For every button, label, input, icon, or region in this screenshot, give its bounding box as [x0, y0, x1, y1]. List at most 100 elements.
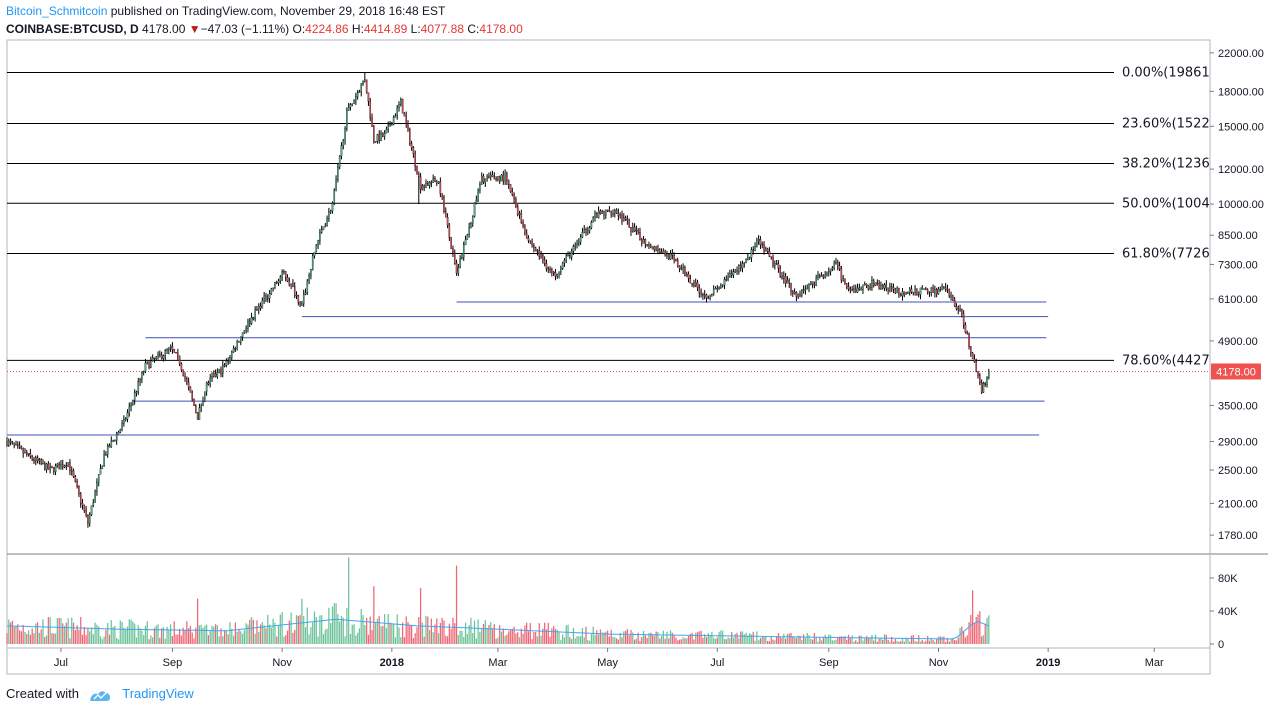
volume-bar [209, 630, 211, 644]
candle [254, 306, 256, 322]
candle [905, 291, 907, 295]
candle [214, 369, 217, 378]
volume-bar [932, 640, 934, 644]
candle-body [930, 287, 933, 293]
candle-body [666, 253, 668, 256]
candle [844, 278, 846, 285]
tradingview-logo-icon [89, 690, 110, 701]
volume-bar [723, 638, 726, 644]
tradingview-link[interactable]: TradingView [122, 686, 194, 701]
volume-bar [709, 635, 711, 644]
candle [705, 293, 708, 303]
candle [899, 292, 902, 297]
candle-body [133, 392, 136, 401]
volume-bar [657, 632, 659, 644]
volume-bar [398, 627, 400, 644]
candle-body [802, 289, 805, 291]
candle-body [925, 288, 927, 290]
candle-body [511, 191, 514, 195]
candle-body [114, 439, 116, 442]
volume-bar [137, 625, 139, 644]
volume-bar [42, 619, 44, 644]
fib-label: 38.20%(1236 [1122, 156, 1210, 171]
volume-bar [619, 632, 621, 644]
volume-bar [11, 620, 14, 644]
candle-body [944, 287, 947, 290]
candle-body [682, 267, 684, 270]
candle [712, 285, 715, 296]
candle-body [892, 287, 895, 290]
volume-bar [177, 634, 179, 644]
author-link[interactable]: Bitcoin_Schmitcoin [6, 4, 108, 18]
candle [60, 460, 62, 470]
volume-bar [418, 617, 420, 644]
candle [822, 274, 825, 280]
candle [20, 445, 23, 450]
candle [988, 368, 990, 380]
candle-body [815, 277, 817, 286]
volume-bar [259, 624, 262, 644]
volume-bar [693, 639, 695, 644]
candle [727, 272, 729, 282]
price-axis[interactable]: 1780.002100.002500.002900.003500.004900.… [1210, 48, 1264, 542]
candle-body [881, 285, 884, 289]
candle [247, 318, 249, 333]
candle-body [374, 141, 377, 143]
volume-bar [400, 637, 402, 644]
candle [248, 318, 251, 328]
time-axis[interactable]: Jul Sep Nov 2018 Mar May Jul Sep Nov 2019 Mar [54, 648, 1164, 669]
created-with-text: Created with [6, 686, 79, 701]
candle [407, 120, 409, 132]
candle [187, 377, 190, 391]
candle [17, 441, 19, 449]
candle-body [329, 210, 332, 213]
candle [457, 263, 460, 277]
candle [33, 456, 35, 465]
candle-body [495, 178, 497, 180]
candle [103, 449, 105, 467]
candle-body [973, 358, 976, 363]
current-price-tag: 4178.00 [1211, 363, 1261, 380]
candle-body [820, 275, 823, 277]
candle [939, 286, 942, 292]
volume-bar [806, 632, 808, 644]
candle-body [261, 300, 264, 309]
candle-body [146, 361, 149, 364]
candle [121, 419, 123, 432]
candle [178, 355, 181, 367]
candle-body [97, 474, 100, 483]
volume-bar [430, 618, 433, 644]
volume-bar [60, 618, 62, 644]
candle-body [761, 243, 764, 246]
candle-body [939, 289, 942, 291]
candle-body [76, 481, 78, 487]
candle [87, 514, 89, 528]
volume-bar [844, 635, 846, 644]
candle-body [164, 350, 167, 356]
candle [270, 287, 273, 295]
candle [538, 246, 541, 260]
candle-body [459, 258, 461, 268]
candle-body [730, 273, 733, 276]
volume-bar [641, 637, 643, 644]
candle [182, 369, 185, 377]
candle [865, 283, 868, 289]
candle-body [466, 234, 469, 240]
volume-bar [720, 630, 722, 644]
candle-body [959, 309, 961, 311]
candle-body [425, 183, 427, 189]
candle-body [524, 225, 526, 234]
candle-body [124, 418, 127, 421]
fib-label: 0.00%(19861 [1122, 65, 1210, 80]
candle-body [874, 282, 877, 286]
volume-bar [31, 628, 33, 644]
candle-body [628, 220, 630, 228]
volume-bar [157, 624, 159, 644]
candle [216, 368, 219, 379]
volume-bar [939, 636, 941, 644]
candle [953, 296, 956, 307]
volume-bar [80, 617, 82, 644]
volume-bar [858, 635, 860, 644]
volume-bar [81, 634, 84, 644]
